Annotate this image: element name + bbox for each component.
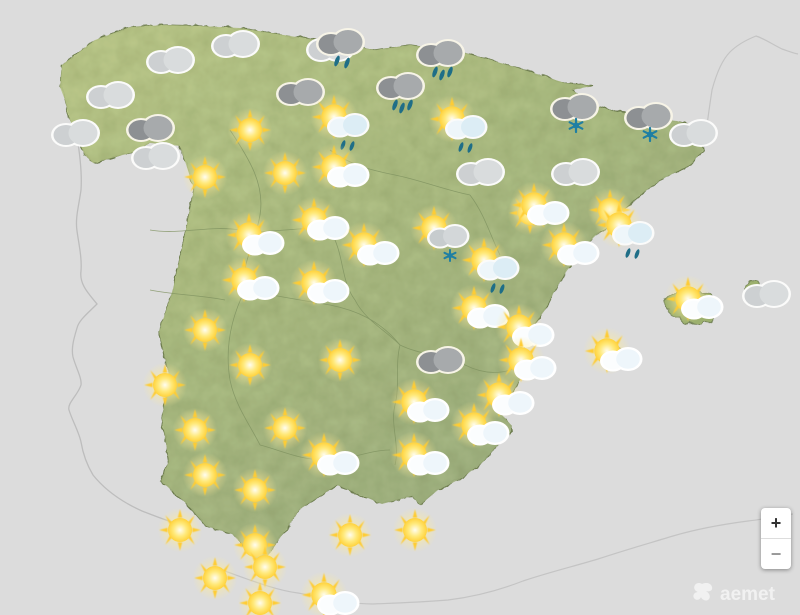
svg-text:aemet: aemet bbox=[720, 584, 776, 605]
